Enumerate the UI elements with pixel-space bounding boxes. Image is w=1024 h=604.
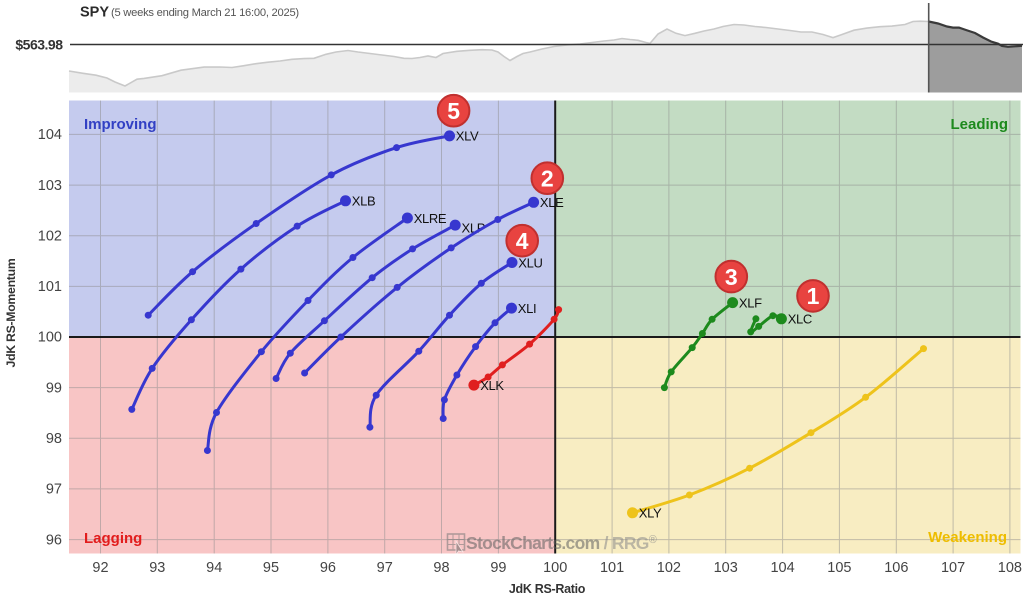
svg-text:103: 103 xyxy=(38,178,62,194)
svg-text:98: 98 xyxy=(46,431,62,447)
svg-text:102: 102 xyxy=(657,560,681,576)
svg-text:92: 92 xyxy=(92,560,108,576)
svg-text:101: 101 xyxy=(38,279,62,295)
svg-text:4: 4 xyxy=(516,228,529,254)
svg-text:Leading: Leading xyxy=(950,116,1008,133)
svg-text:105: 105 xyxy=(827,560,851,576)
svg-text:93: 93 xyxy=(149,560,165,576)
svg-text:94: 94 xyxy=(206,560,222,576)
svg-text:98: 98 xyxy=(433,560,449,576)
svg-text:2: 2 xyxy=(541,165,554,191)
svg-text:JdK RS-Ratio: JdK RS-Ratio xyxy=(509,582,586,596)
svg-text:1: 1 xyxy=(807,283,820,309)
svg-text:103: 103 xyxy=(714,560,738,576)
svg-text:XLK: XLK xyxy=(480,378,504,393)
svg-text:104: 104 xyxy=(38,127,62,143)
svg-text:XLI: XLI xyxy=(518,301,536,316)
svg-text:106: 106 xyxy=(884,560,908,576)
svg-text:108: 108 xyxy=(998,560,1022,576)
svg-text:96: 96 xyxy=(320,560,336,576)
svg-text:XLV: XLV xyxy=(456,129,479,144)
svg-text:107: 107 xyxy=(941,560,965,576)
svg-text:SPY: SPY xyxy=(80,5,109,21)
svg-text:JdK RS-Momentum: JdK RS-Momentum xyxy=(4,258,18,367)
svg-text:XLF: XLF xyxy=(739,295,762,310)
svg-text:3: 3 xyxy=(725,264,738,290)
svg-text:Weakening: Weakening xyxy=(928,529,1007,546)
svg-text:101: 101 xyxy=(600,560,624,576)
svg-text:(5 weeks ending March 21 16:00: (5 weeks ending March 21 16:00, 2025) xyxy=(111,7,299,19)
svg-text:95: 95 xyxy=(263,560,279,576)
svg-text:99: 99 xyxy=(490,560,506,576)
svg-text:102: 102 xyxy=(38,228,62,244)
svg-text:XLY: XLY xyxy=(639,506,662,521)
svg-text:XLU: XLU xyxy=(518,255,542,270)
svg-text:104: 104 xyxy=(770,560,794,576)
svg-text:96: 96 xyxy=(46,532,62,548)
svg-text:$563.98: $563.98 xyxy=(15,37,63,53)
svg-text:100: 100 xyxy=(38,330,62,346)
svg-text:StockCharts.com / RRG®: StockCharts.com / RRG® xyxy=(466,533,657,553)
svg-text:XLRE: XLRE xyxy=(414,211,447,226)
svg-text:97: 97 xyxy=(377,560,393,576)
svg-text:XLC: XLC xyxy=(788,312,812,327)
svg-text:Lagging: Lagging xyxy=(84,530,142,547)
svg-text:100: 100 xyxy=(543,560,567,576)
svg-text:XLE: XLE xyxy=(540,195,564,210)
svg-text:5: 5 xyxy=(447,98,460,124)
svg-text:XLB: XLB xyxy=(352,194,376,209)
svg-text:99: 99 xyxy=(46,380,62,396)
svg-text:97: 97 xyxy=(46,482,62,498)
svg-text:Improving: Improving xyxy=(84,116,157,133)
